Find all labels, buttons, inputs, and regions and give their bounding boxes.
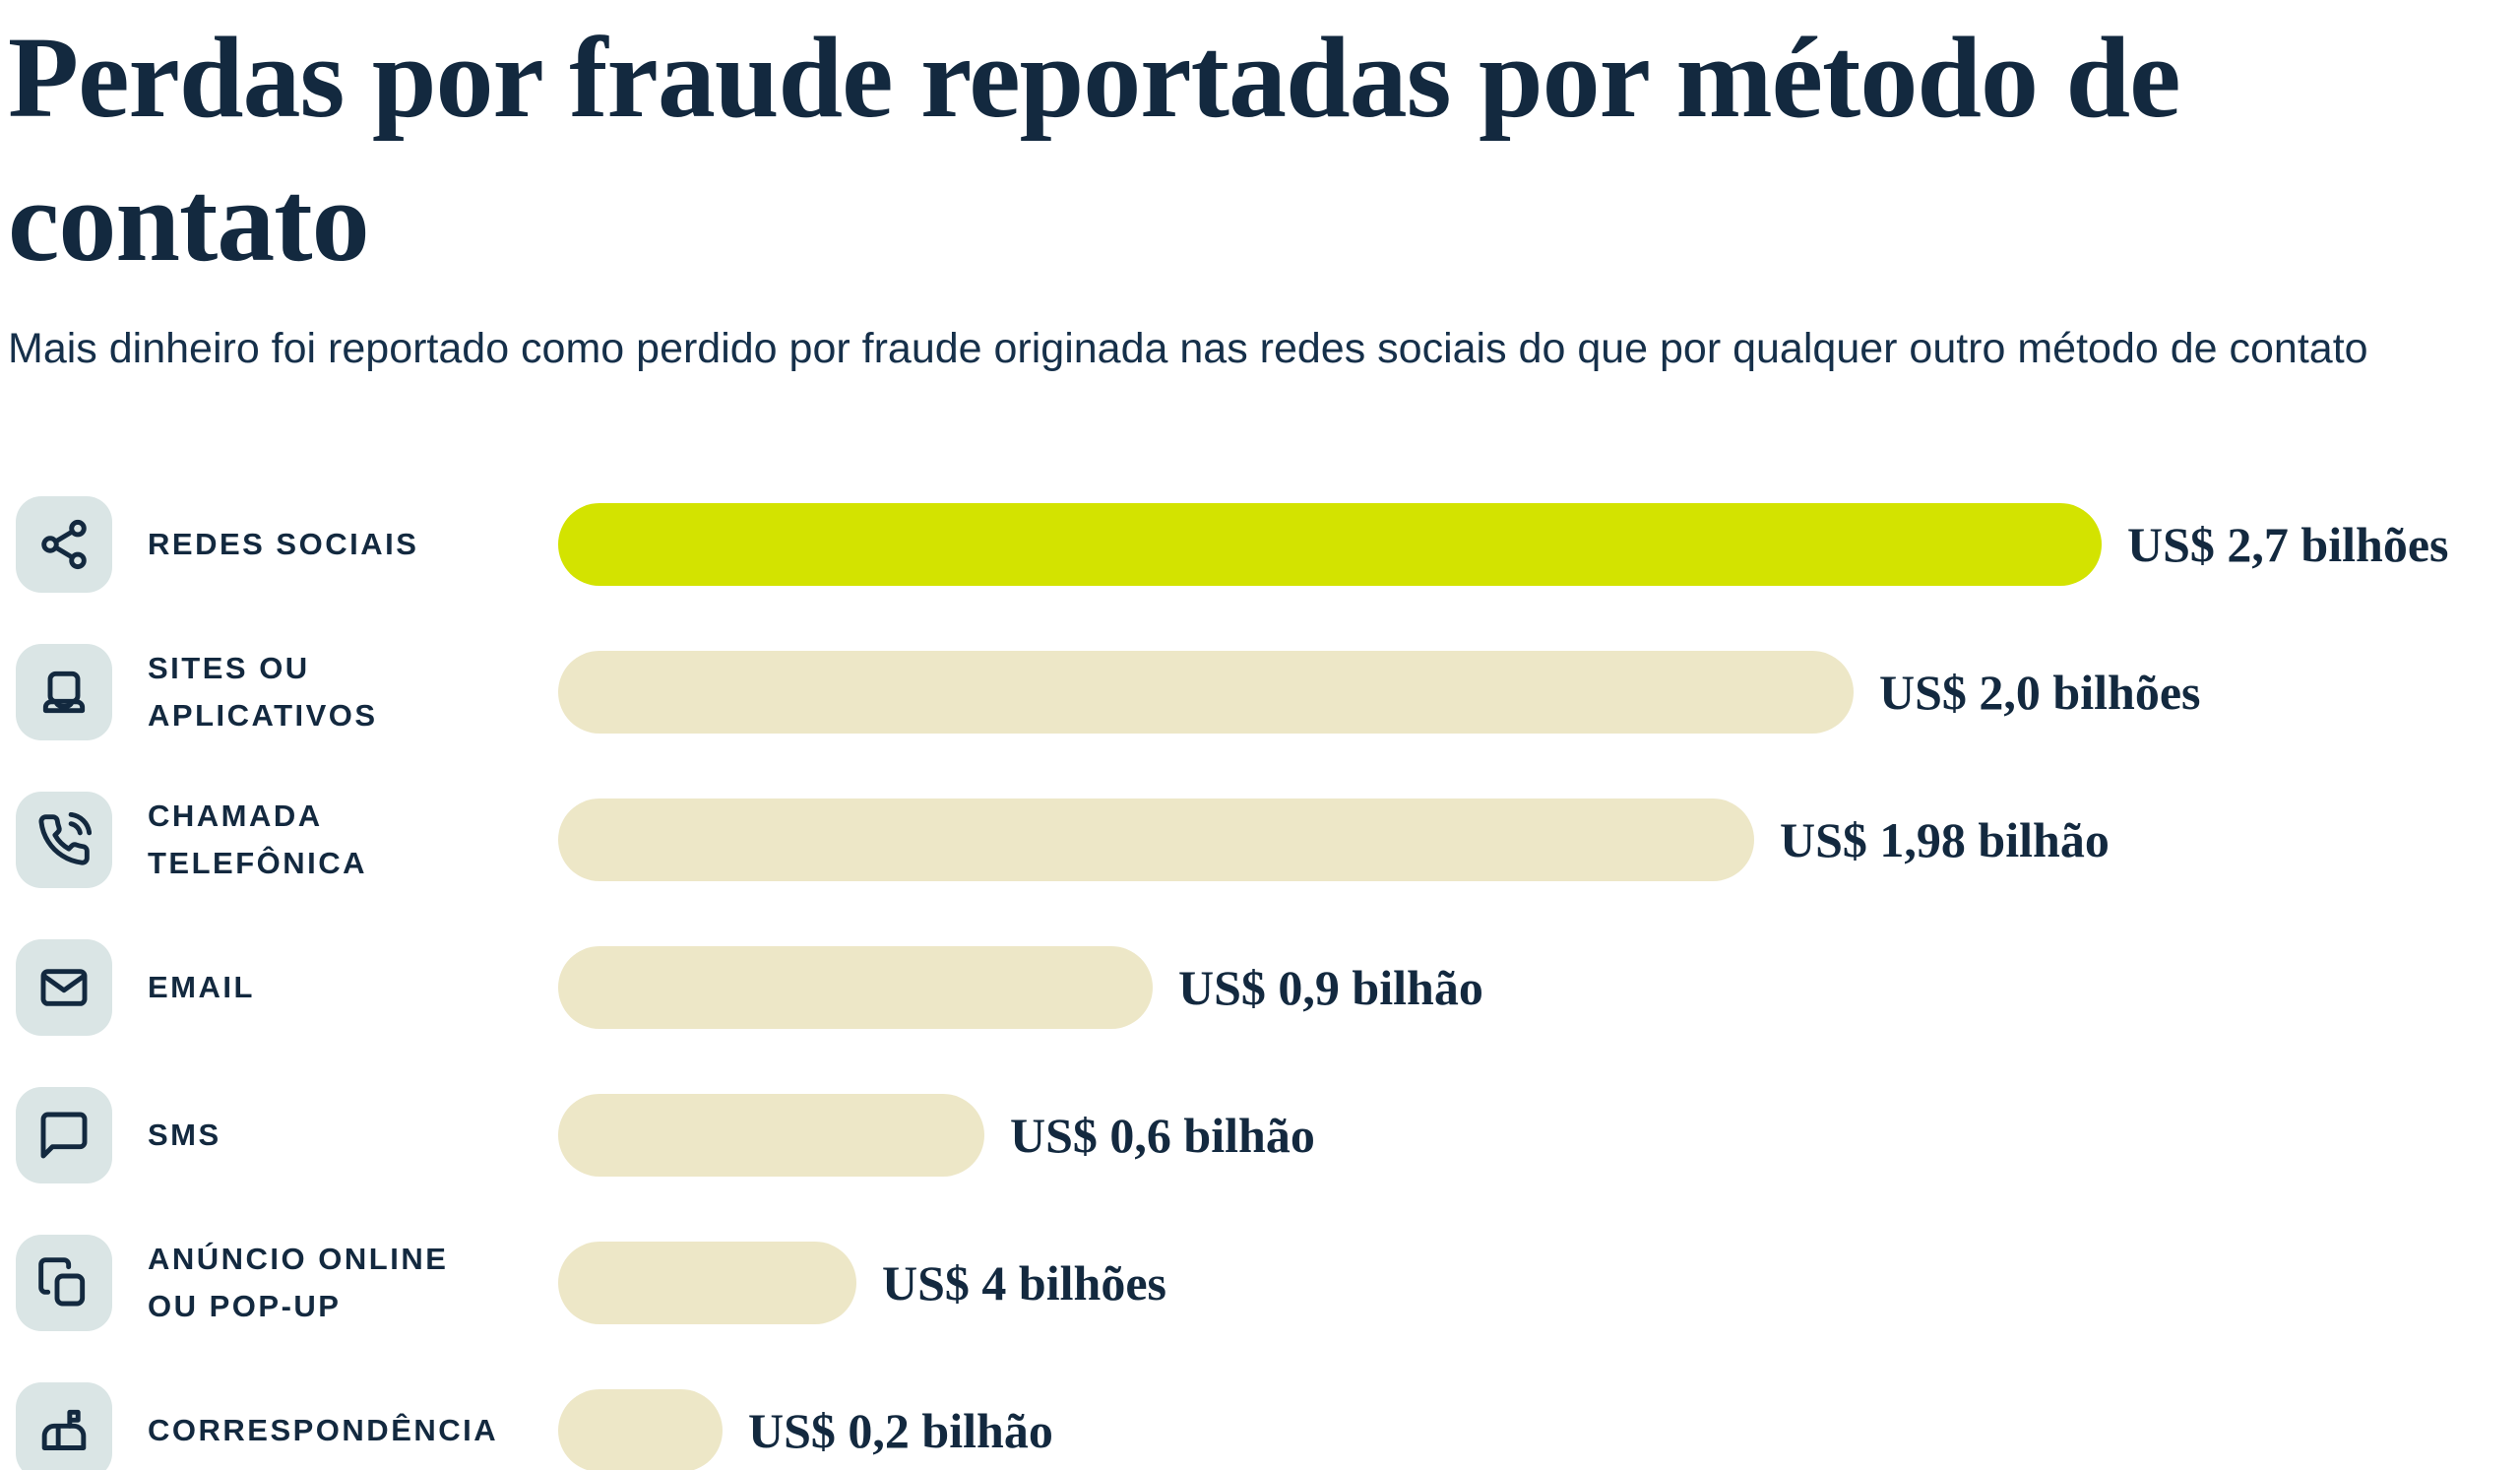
category-label: REDES SOCIAIS bbox=[148, 526, 419, 561]
value-label: US$ 0,2 bilhão bbox=[748, 1403, 1053, 1458]
page-subtitle: Mais dinheiro foi reportado como perdido… bbox=[8, 324, 2368, 372]
phone-call-icon bbox=[36, 812, 92, 867]
bar bbox=[558, 1389, 723, 1470]
icon-tile bbox=[16, 496, 112, 593]
bar bbox=[558, 946, 1153, 1029]
bar bbox=[558, 799, 1754, 881]
icon-tile bbox=[16, 792, 112, 888]
value-label: US$ 2,0 bilhões bbox=[1879, 665, 2201, 720]
bar-chart: REDES SOCIAIS US$ 2,7 bilhões SITES OU A… bbox=[0, 471, 2520, 1470]
category-label: CHAMADA TELEFÔNICA bbox=[148, 798, 368, 880]
mail-icon bbox=[36, 960, 92, 1015]
popup-windows-icon bbox=[36, 1255, 92, 1310]
bar bbox=[558, 651, 1854, 734]
message-icon bbox=[36, 1108, 92, 1163]
laptop-icon bbox=[36, 665, 92, 720]
icon-tile bbox=[16, 939, 112, 1036]
category-label: ANÚNCIO ONLINE OU POP-UP bbox=[148, 1241, 449, 1323]
chart-row: EMAIL US$ 0,9 bilhão bbox=[0, 914, 2520, 1061]
bar bbox=[558, 1242, 856, 1324]
category-label: SMS bbox=[148, 1117, 221, 1152]
category-label: CORRESPONDÊNCIA bbox=[148, 1412, 499, 1447]
mailbox-icon bbox=[36, 1403, 92, 1458]
bar bbox=[558, 1094, 984, 1177]
value-label: US$ 1,98 bilhão bbox=[1780, 812, 2110, 867]
chart-row: CORRESPONDÊNCIA US$ 0,2 bilhão bbox=[0, 1357, 2520, 1470]
page-title: Perdas por fraude reportadas por método … bbox=[8, 13, 2180, 287]
icon-tile bbox=[16, 1382, 112, 1470]
icon-tile bbox=[16, 1087, 112, 1183]
icon-tile bbox=[16, 644, 112, 740]
category-label: EMAIL bbox=[148, 969, 255, 1004]
bar bbox=[558, 503, 2102, 586]
icon-tile bbox=[16, 1235, 112, 1331]
chart-row: SITES OU APLICATIVOS US$ 2,0 bilhões bbox=[0, 618, 2520, 766]
share-icon bbox=[36, 517, 92, 572]
category-label: SITES OU APLICATIVOS bbox=[148, 650, 378, 733]
chart-row: SMS US$ 0,6 bilhão bbox=[0, 1061, 2520, 1209]
chart-row: CHAMADA TELEFÔNICA US$ 1,98 bilhão bbox=[0, 766, 2520, 914]
chart-row: ANÚNCIO ONLINE OU POP-UP US$ 4 bilhões bbox=[0, 1209, 2520, 1357]
chart-row: REDES SOCIAIS US$ 2,7 bilhões bbox=[0, 471, 2520, 618]
value-label: US$ 4 bilhões bbox=[882, 1255, 1166, 1310]
value-label: US$ 0,9 bilhão bbox=[1178, 960, 1483, 1015]
value-label: US$ 2,7 bilhões bbox=[2127, 517, 2449, 572]
value-label: US$ 0,6 bilhão bbox=[1010, 1108, 1315, 1163]
